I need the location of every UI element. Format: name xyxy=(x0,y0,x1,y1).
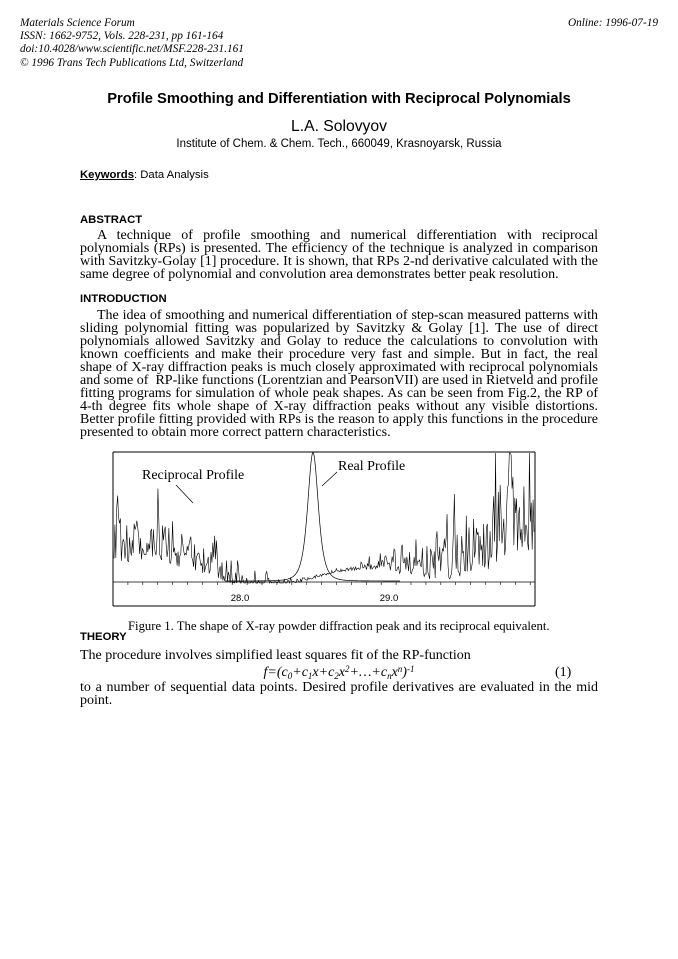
svg-text:28.0: 28.0 xyxy=(231,593,250,604)
svg-text:Reciprocal Profile: Reciprocal Profile xyxy=(142,468,244,483)
svg-text:Real Profile: Real Profile xyxy=(338,459,405,474)
svg-text:29.0: 29.0 xyxy=(380,593,399,604)
